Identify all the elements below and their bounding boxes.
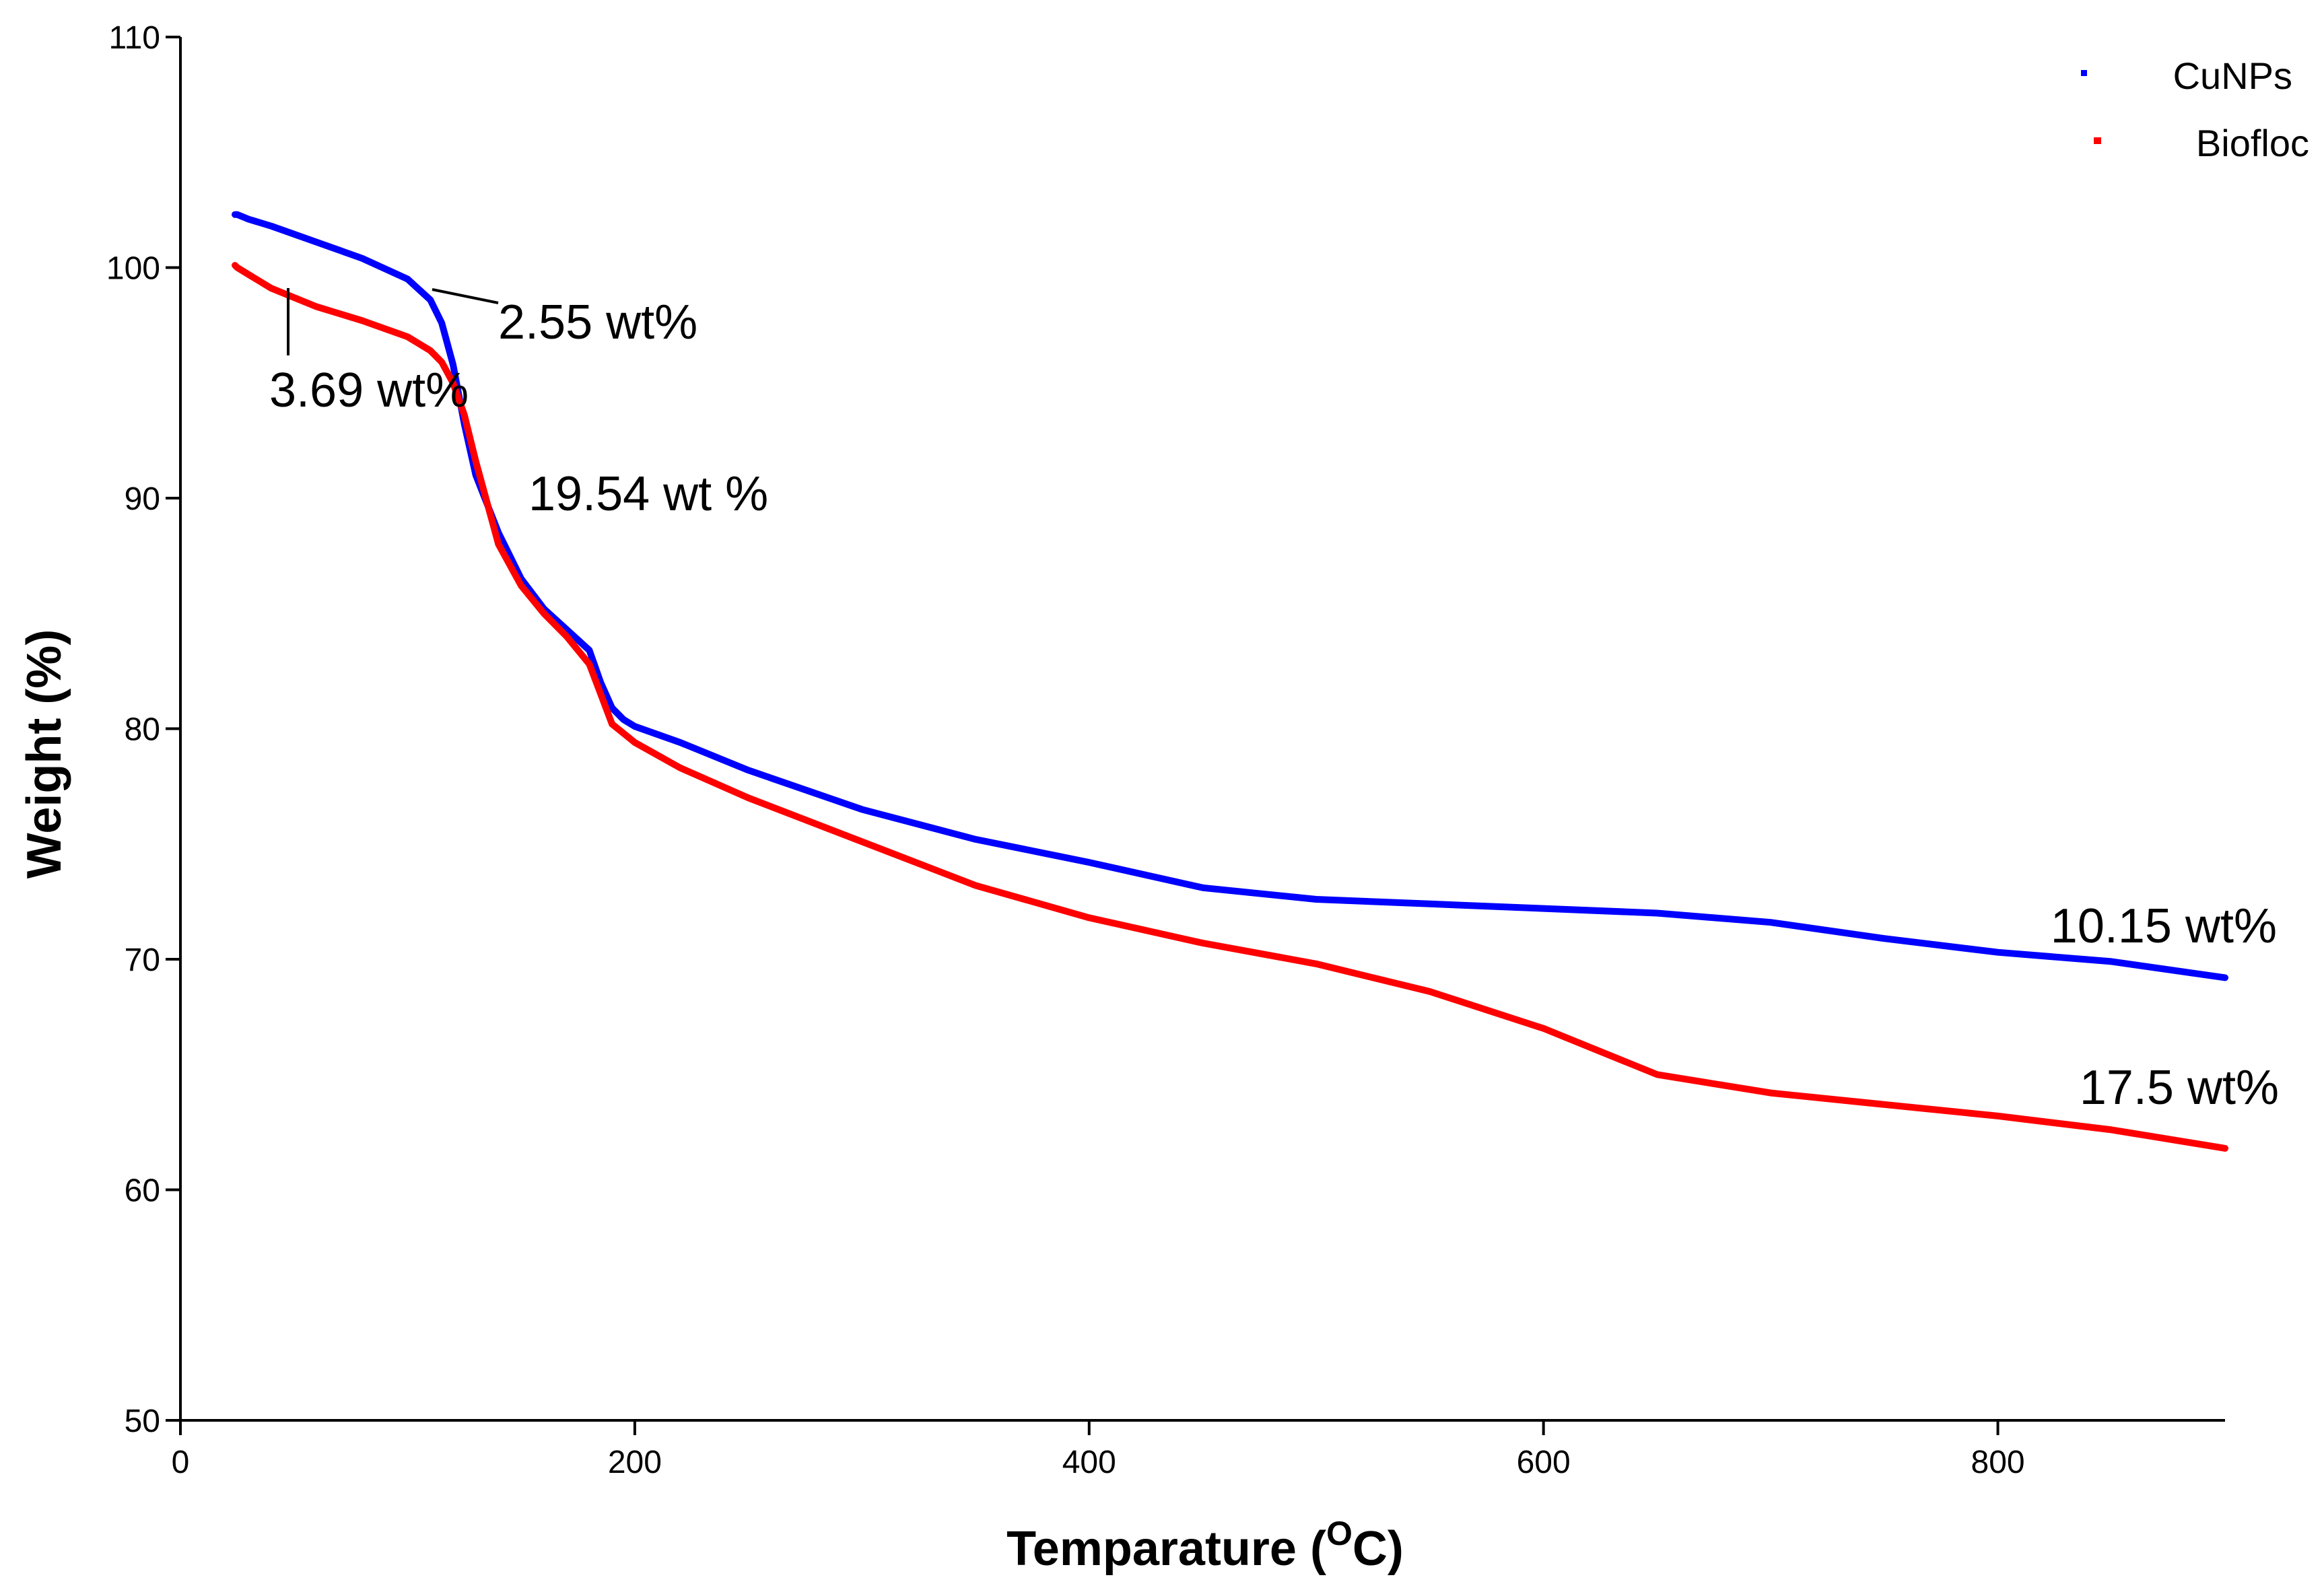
y-tick-label: 60 xyxy=(125,1173,160,1209)
legend-label-cunps: CuNPs xyxy=(2173,55,2292,97)
y-tick-label: 90 xyxy=(125,481,160,517)
annotation-cunps-first-loss: 2.55 wt% xyxy=(498,296,697,349)
annotation-biofloc-first-loss: 3.69 wt% xyxy=(269,364,469,417)
x-tick-label: 800 xyxy=(1971,1445,2025,1480)
x-tick-label: 0 xyxy=(172,1445,190,1480)
x-tick-label: 200 xyxy=(608,1445,662,1480)
legend: CuNPs Biofloc xyxy=(2081,55,2309,164)
x-axis-title: Temparature (OC) xyxy=(1006,1515,1404,1576)
series-line-biofloc xyxy=(232,262,2228,1152)
y-tick-label: 80 xyxy=(125,712,160,748)
x-tick-label: 600 xyxy=(1517,1445,1571,1480)
annotation-biofloc-final-loss: 17.5 wt% xyxy=(2080,1061,2279,1115)
annotation-leader-cunps xyxy=(432,288,499,304)
legend-marker-biofloc xyxy=(2094,137,2101,144)
x-tick-label: 400 xyxy=(1062,1445,1116,1480)
x-axis-title-main: Temparature ( xyxy=(1006,1522,1326,1576)
legend-label-biofloc: Biofloc xyxy=(2196,122,2309,164)
annotation-cunps-final-loss: 10.15 wt% xyxy=(2051,899,2277,953)
axis-ticks: 50 60 70 80 90 100 110 0 200 400 600 800 xyxy=(106,20,2025,1480)
y-tick-label: 50 xyxy=(125,1404,160,1439)
y-tick-label: 100 xyxy=(106,251,160,287)
y-tick-label: 70 xyxy=(125,942,160,978)
y-axis-title: Weight (%) xyxy=(18,629,71,879)
legend-marker-cunps xyxy=(2081,70,2087,76)
series-line-cunps xyxy=(232,211,2228,981)
y-tick-label: 110 xyxy=(108,20,160,56)
x-axis-title-tail: C) xyxy=(1353,1522,1404,1576)
x-axis-title-superscript: O xyxy=(1326,1515,1353,1552)
annotation-main-loss: 19.54 wt % xyxy=(528,467,768,521)
